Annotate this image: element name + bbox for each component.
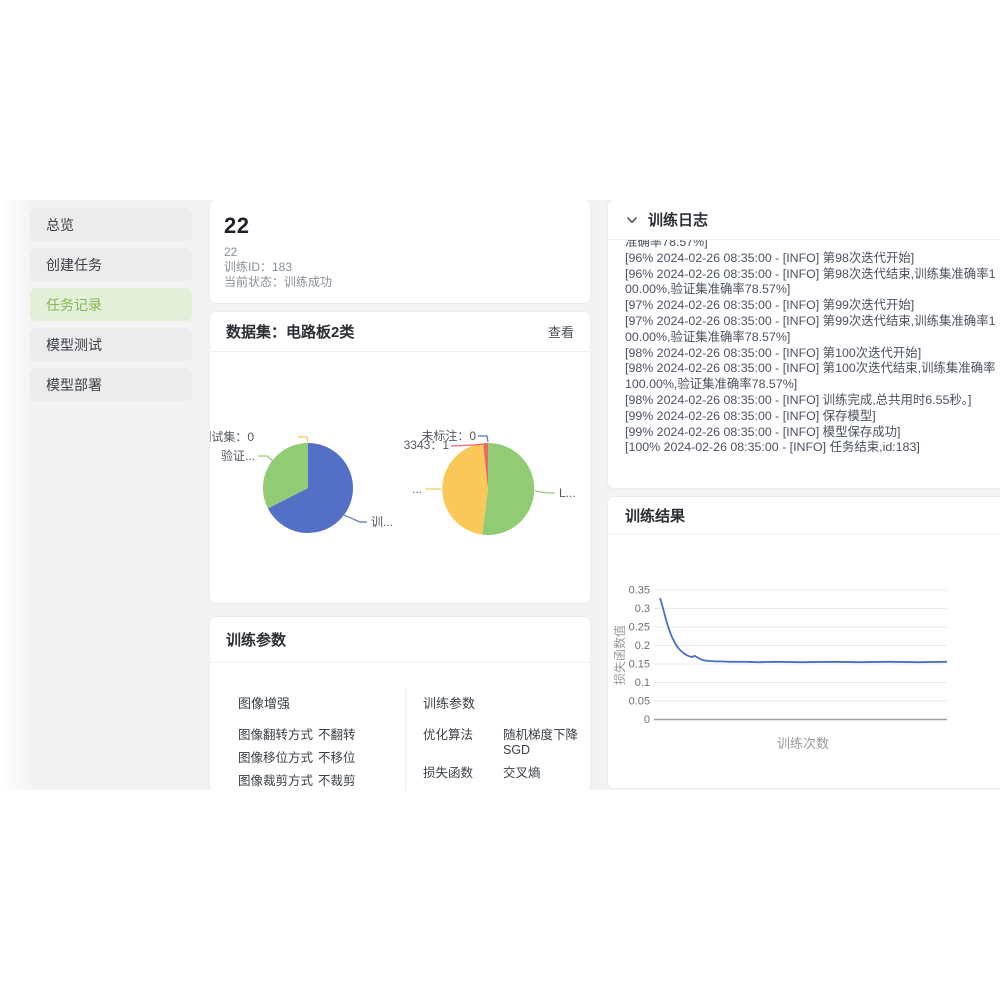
svg-text:0: 0 <box>644 714 650 726</box>
log-list: 准确率78.57%] [96% 2024-02-26 08:35:00 - [I… <box>625 240 1000 456</box>
class-pie <box>442 442 535 535</box>
split-pie <box>263 443 354 533</box>
param-key: 图像移位方式 <box>238 751 314 765</box>
task-meta-line: 训练ID：183 <box>224 260 293 274</box>
param-key: 图像翻转方式 <box>238 728 314 742</box>
log-line: [98% 2024-02-26 08:35:00 - [INFO] 第100次迭… <box>625 345 922 360</box>
pie1-label-val: 验证... <box>221 448 255 463</box>
param-key: 损失函数 <box>423 766 474 780</box>
param-value: 随机梯度下降 SGD <box>503 728 579 757</box>
pie1-label-test: 测试集：0 <box>210 429 254 444</box>
sidebar: 总览 创建任务 任务记录 模型测试 模型部署 <box>30 208 192 408</box>
svg-text:0.05: 0.05 <box>629 696 650 708</box>
log-scroll-area[interactable]: 准确率78.57%] [96% 2024-02-26 08:35:00 - [I… <box>608 240 1000 484</box>
dataset-title: 数据集：电路板2类 <box>226 324 355 341</box>
callout-test <box>298 436 309 443</box>
chevron-down-icon[interactable] <box>625 213 639 227</box>
log-line: [100% 2024-02-26 08:35:00 - [INFO] 任务结束,… <box>625 440 920 455</box>
loss-line-chart: 0 0.05 0.1 0.15 0.2 0.25 0.3 0.35 损失函数值 训练次数 <box>612 585 948 751</box>
params-divider <box>405 687 406 790</box>
svg-text:0.3: 0.3 <box>635 603 650 615</box>
task-overview-card: 22 22 训练ID：183 当前状态：训练成功 <box>210 200 590 303</box>
callout-red-class <box>450 443 484 447</box>
log-line: [98% 2024-02-26 08:35:00 - [INFO] 训练完成,总… <box>625 392 972 407</box>
dataset-view-button[interactable]: 查看 <box>547 325 574 340</box>
result-card-header: 训练结果 <box>608 497 1000 535</box>
log-line: [98% 2024-02-26 08:35:00 - [INFO] 第100次迭… <box>625 361 996 392</box>
dataset-card: 数据集：电路板2类 查看 测试集：0 验证... 训... <box>210 312 590 603</box>
params-title: 训练参数 <box>226 632 287 649</box>
param-key: 优化算法 <box>423 728 474 742</box>
sidebar-item[interactable]: 创建任务 <box>30 248 192 281</box>
pie2-label-green: L... <box>559 486 576 500</box>
app-content-band: 总览 创建任务 任务记录 模型测试 模型部署 22 22 训练ID：183 当前… <box>0 200 1000 790</box>
svg-text:0.15: 0.15 <box>629 659 650 671</box>
training-column: 训练参数 优化算法 随机梯度下降 SGD 损失函数 交叉熵 <box>423 693 583 789</box>
x-axis-title: 训练次数 <box>777 736 829 751</box>
chart-gridlines <box>654 589 947 721</box>
sidebar-item[interactable]: 任务记录 <box>30 288 192 321</box>
log-card-header: 训练日志 <box>608 200 1000 240</box>
param-value: 交叉熵 <box>503 766 541 780</box>
param-value: 不裁剪 <box>318 774 356 788</box>
result-title: 训练结果 <box>625 508 686 525</box>
log-line: [99% 2024-02-26 08:35:00 - [INFO] 保存模型] <box>625 408 876 423</box>
training-params-card: 训练参数 图像增强 图像翻转方式 不翻转 图像移位方式 不移位 <box>210 617 590 790</box>
log-line: 准确率78.57%] <box>625 240 708 249</box>
task-meta-line: 22 <box>224 245 238 259</box>
dataset-pie-charts: 测试集：0 验证... 训... 未标注：0 3343：1 ... L... <box>210 428 576 535</box>
sidebar-item[interactable]: 模型部署 <box>30 368 192 401</box>
log-line: [96% 2024-02-26 08:35:00 - [INFO] 第98次迭代… <box>625 250 915 265</box>
log-line: [99% 2024-02-26 08:35:00 - [INFO] 模型保存成功… <box>625 424 901 439</box>
pie1-label-train: 训... <box>371 515 393 529</box>
callout-green-class <box>534 490 555 494</box>
svg-text:0.25: 0.25 <box>629 622 650 634</box>
param-value: 不翻转 <box>318 728 356 742</box>
task-title: 22 <box>224 213 250 238</box>
svg-text:0.2: 0.2 <box>635 640 650 652</box>
param-row: 图像裁剪方式 不裁剪 <box>238 774 398 789</box>
y-axis-title: 损失函数值 <box>612 625 627 685</box>
augment-column: 图像增强 图像翻转方式 不翻转 图像移位方式 不移位 <box>238 693 398 790</box>
pie2-label-unlabeled: 未标注：0 <box>421 428 476 443</box>
svg-text:0.35: 0.35 <box>629 585 650 597</box>
log-line: [96% 2024-02-26 08:35:00 - [INFO] 第98次迭代… <box>625 266 996 297</box>
log-line: [97% 2024-02-26 08:35:00 - [INFO] 第99次迭代… <box>625 313 996 344</box>
task-meta: 22 训练ID：183 当前状态：训练成功 <box>224 245 576 290</box>
pie2-label-red: 3343：1 <box>404 438 450 452</box>
dataset-card-header: 数据集：电路板2类 查看 <box>210 312 590 352</box>
training-log-card: 训练日志 准确率78.57%] [96% 2024-02-26 08:35:00… <box>608 200 1000 488</box>
param-row: 优化算法 随机梯度下降 SGD <box>423 728 583 758</box>
sidebar-item[interactable]: 总览 <box>30 208 192 241</box>
task-meta-line: 当前状态：训练成功 <box>224 275 333 289</box>
callout-train <box>343 514 367 523</box>
sidebar-item[interactable]: 模型测试 <box>30 328 192 361</box>
param-value: 不移位 <box>318 751 356 765</box>
callout-val <box>258 455 275 463</box>
pie2-label-yellow: ... <box>412 482 422 496</box>
callout-unlabeled <box>478 435 489 443</box>
training-result-card: 训练结果 0 0.05 0.1 0.15 0.2 0.25 0.3 0.35 损失函数值 训练… <box>608 497 1000 788</box>
training-title: 训练参数 <box>423 696 476 711</box>
chart-tick-labels: 0 0.05 0.1 0.15 0.2 0.25 0.3 0.35 <box>629 585 650 727</box>
loss-series-line <box>659 597 948 664</box>
params-card-header: 训练参数 <box>210 617 590 663</box>
log-line: [97% 2024-02-26 08:35:00 - [INFO] 第99次迭代… <box>625 298 915 313</box>
param-row: 图像移位方式 不移位 <box>238 751 398 766</box>
log-title: 训练日志 <box>648 212 709 229</box>
param-row: 图像翻转方式 不翻转 <box>238 728 398 743</box>
param-key: 图像裁剪方式 <box>238 774 314 788</box>
param-row: 损失函数 交叉熵 <box>423 766 583 781</box>
svg-text:0.1: 0.1 <box>635 677 650 689</box>
augment-title: 图像增强 <box>238 696 291 711</box>
